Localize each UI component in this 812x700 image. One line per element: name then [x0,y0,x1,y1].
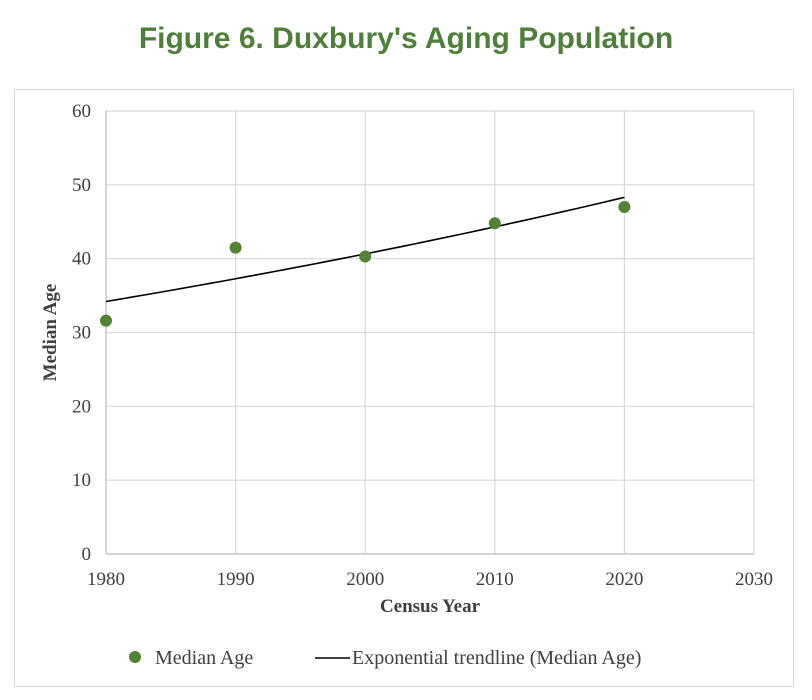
legend-marker-median-age [129,651,141,663]
data-point [618,200,631,213]
y-tick-label: 60 [72,101,91,122]
y-axis-ticks: 0 10 20 30 40 50 60 [72,101,91,565]
legend-label-trendline: Exponential trendline (Median Age) [352,647,641,669]
x-axis-ticks: 1980 1990 2000 2010 2020 2030 [87,569,773,590]
gridlines [105,110,755,555]
chart-area [14,89,794,687]
x-tick-label: 2010 [476,569,514,590]
x-tick-label: 2000 [346,569,384,590]
legend-label-median-age: Median Age [155,647,253,669]
y-tick-label: 10 [72,470,91,491]
x-tick-label: 1980 [87,569,125,590]
y-tick-label: 0 [82,544,92,565]
y-tick-label: 50 [72,175,91,196]
y-axis-title: Median Age [40,284,61,382]
data-points [100,200,631,327]
legend: Median Age Exponential trendline (Median… [129,647,641,669]
chart-title: Figure 6. Duxbury's Aging Population [138,22,674,55]
data-point [229,241,242,254]
x-axis-title: Census Year [380,596,481,617]
y-tick-label: 20 [72,396,91,417]
y-tick-label: 40 [72,249,91,270]
data-point [100,314,112,327]
data-point [359,250,372,263]
y-tick-label: 30 [72,323,91,344]
data-point [488,217,501,230]
x-tick-label: 2020 [605,569,643,590]
x-tick-label: 1990 [217,569,255,590]
x-tick-label: 2030 [735,569,773,590]
